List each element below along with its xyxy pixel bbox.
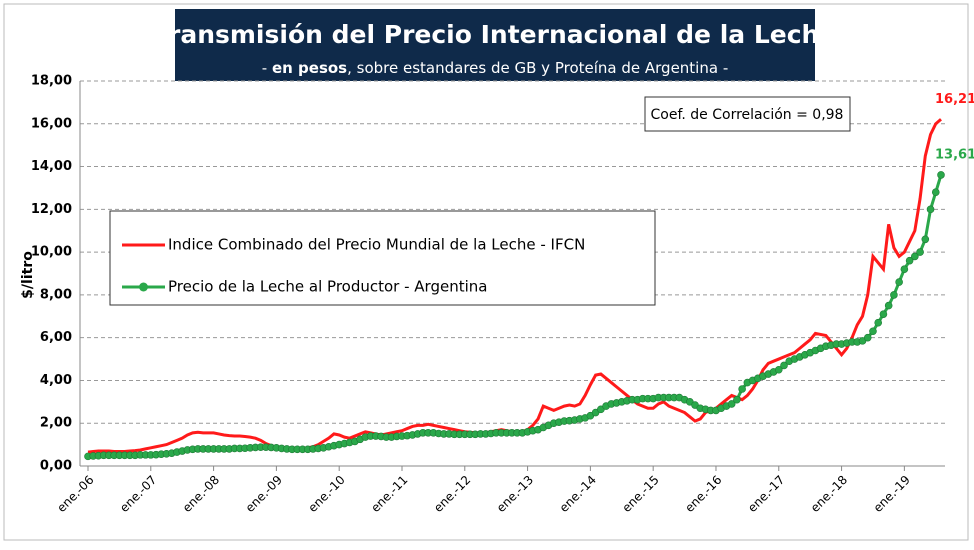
series-marker [938,171,945,178]
series-marker [869,328,876,335]
series-marker [890,291,897,298]
y-tick-label: 8,00 [40,287,72,302]
series-marker [875,319,882,326]
series-marker [932,189,939,196]
series-marker [917,249,924,256]
legend: Indice Combinado del Precio Mundial de l… [110,211,655,305]
series-marker [880,311,887,318]
subtitle-part: en pesos [272,59,347,77]
legend-marker [139,283,148,292]
y-tick-label: 0,00 [40,459,72,474]
series-marker [927,206,934,213]
annotation: Coef. de Correlación = 0,98 [651,107,844,123]
y-tick-label: 10,00 [31,245,72,260]
series-marker [896,279,903,286]
chart-title: Transmisión del Precio Internacional de … [154,20,837,49]
value-label: 13,61 [935,147,974,162]
legend-label: Indice Combinado del Precio Mundial de l… [168,236,585,254]
y-tick-label: 12,00 [31,202,72,217]
legend-label: Precio de la Leche al Productor - Argent… [168,278,487,296]
series-marker [739,386,746,393]
series-marker [901,266,908,273]
y-tick-label: 2,00 [40,416,72,431]
series-marker [864,334,871,341]
series-marker [733,396,740,403]
series-marker [885,302,892,309]
y-tick-label: 14,00 [31,159,72,174]
subtitle-part: - [262,59,272,77]
value-label: 16,21 [935,92,974,107]
y-tick-label: 18,00 [31,74,72,89]
y-tick-label: 6,00 [40,330,72,345]
series-marker [922,236,929,243]
subtitle-part: , sobre estandares de GB y Proteína de A… [347,59,728,77]
chart-subtitle: - en pesos, sobre estandares de GB y Pro… [262,59,728,77]
y-tick-label: 16,00 [31,116,72,131]
y-tick-label: 4,00 [40,373,72,388]
